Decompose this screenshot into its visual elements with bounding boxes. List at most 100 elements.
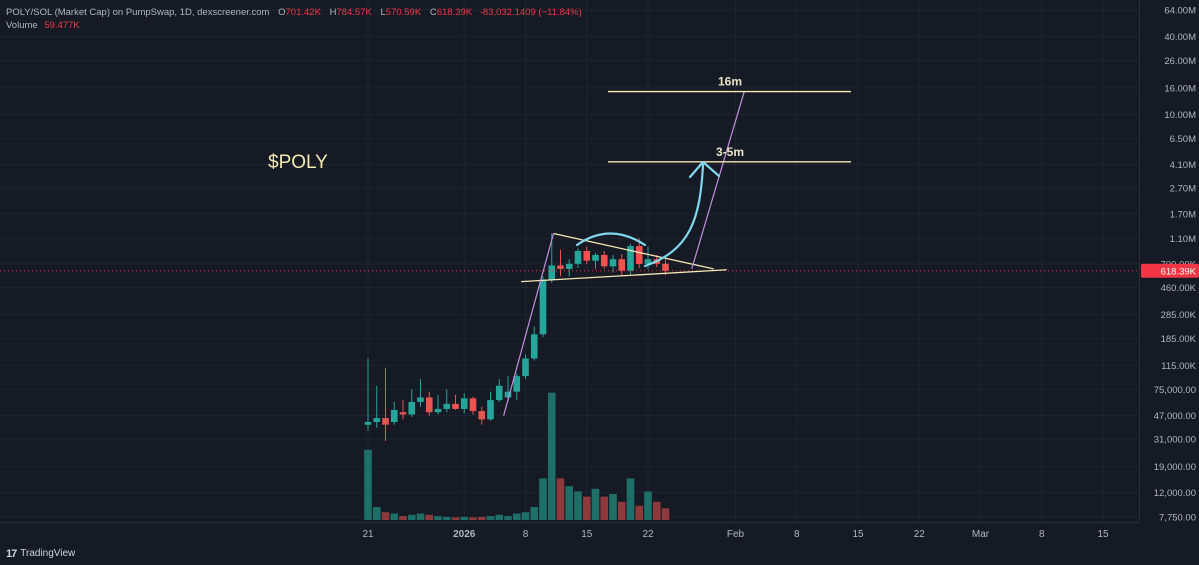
price-tick-label: 6.50M bbox=[1170, 134, 1196, 145]
candle-body bbox=[487, 400, 494, 420]
candle-body bbox=[469, 398, 477, 412]
time-tick-label: 8 bbox=[1039, 529, 1045, 540]
volume-bar bbox=[504, 516, 512, 520]
price-tick-label: 1.70M bbox=[1170, 209, 1196, 220]
volume-bar bbox=[469, 517, 477, 520]
volume-bar bbox=[644, 491, 652, 520]
candle-body bbox=[574, 250, 582, 264]
volume-bar bbox=[626, 478, 635, 520]
candle-body bbox=[495, 385, 503, 401]
legend-open-label: O bbox=[278, 7, 286, 18]
time-tick-label: Feb bbox=[727, 529, 745, 540]
volume-bar bbox=[364, 449, 372, 520]
price-tick-label: 4.10M bbox=[1170, 160, 1196, 171]
volume-bar bbox=[477, 516, 486, 520]
candle-body bbox=[478, 411, 486, 420]
price-tick-label: 115.00K bbox=[1161, 361, 1196, 372]
price-tick-label: 19,000.00 bbox=[1154, 462, 1196, 473]
candle-body bbox=[373, 418, 381, 422]
triangle-lower-trendline bbox=[521, 269, 727, 283]
legend-volume-label: Volume bbox=[6, 20, 38, 31]
candle-body bbox=[557, 265, 564, 269]
volume-bar bbox=[661, 508, 670, 520]
price-tick-label: 285.00K bbox=[1161, 310, 1197, 321]
volume-bar bbox=[451, 517, 460, 520]
projection-line bbox=[691, 91, 745, 270]
price-tick-label: 75,000.00 bbox=[1154, 385, 1196, 396]
candle-body bbox=[417, 397, 424, 402]
candle-body bbox=[627, 246, 634, 271]
legend-row-volume: Volume 59.477K bbox=[6, 19, 582, 32]
target-label-16m: 16m bbox=[718, 75, 742, 89]
candle-body bbox=[399, 412, 407, 415]
time-tick-label: 8 bbox=[794, 529, 800, 540]
volume-bar bbox=[556, 478, 565, 520]
time-tick-label: 8 bbox=[523, 529, 529, 540]
volume-bar bbox=[547, 392, 556, 520]
legend-symbol: POLY/SOL (Market Cap) on PumpSwap, 1D, d… bbox=[6, 7, 270, 18]
legend-low-value: 570.59K bbox=[385, 7, 422, 18]
legend-close-label: C bbox=[429, 7, 437, 18]
candle-body bbox=[443, 403, 451, 409]
time-tick-label: 15 bbox=[852, 529, 864, 540]
time-tick-label: 15 bbox=[1097, 529, 1109, 540]
pattern-arc bbox=[575, 232, 647, 247]
candle-body bbox=[644, 259, 652, 264]
time-tick-label: 21 bbox=[362, 529, 374, 540]
candle-body bbox=[390, 409, 398, 422]
legend-high-value: 784.57K bbox=[336, 7, 372, 18]
price-tick-label: 460.00K bbox=[1161, 283, 1197, 294]
time-tick-label: Mar bbox=[972, 529, 990, 540]
breakout-arrowhead bbox=[688, 160, 721, 179]
candle-body bbox=[522, 358, 529, 377]
price-tick-label: 26.00M bbox=[1164, 56, 1196, 67]
tradingview-logo-icon: 17 bbox=[6, 547, 17, 560]
candle-body bbox=[460, 398, 468, 409]
candle-body bbox=[548, 265, 556, 280]
chart-legend: POLY/SOL (Market Cap) on PumpSwap, 1D, d… bbox=[6, 6, 582, 32]
candle-body bbox=[364, 421, 372, 425]
chart-area[interactable]: 16m 3-5m $POLY POLY/SOL (Market Cap) on Pu… bbox=[0, 0, 1139, 522]
footer: 17 TradingView bbox=[0, 542, 1199, 565]
ticker-annotation: $POLY bbox=[268, 152, 328, 173]
candle-body bbox=[609, 259, 617, 267]
candle-body bbox=[513, 376, 521, 392]
legend-open-value: 701.42K bbox=[285, 7, 321, 18]
price-chart[interactable]: 16m 3-5m $POLY bbox=[0, 0, 1139, 522]
candle-body bbox=[382, 418, 389, 425]
time-axis[interactable]: 21 2026 8 15 22 Feb 8 15 22 Mar 8 15 bbox=[0, 522, 1139, 543]
volume-bar bbox=[434, 516, 442, 520]
current-price-label: 618.39K bbox=[1161, 266, 1197, 277]
volume-bar bbox=[442, 516, 451, 520]
volume-bar bbox=[617, 501, 626, 520]
price-tick-label: 185.00K bbox=[1161, 334, 1197, 345]
volume-bar bbox=[425, 514, 434, 520]
time-tick-label: 15 bbox=[581, 529, 593, 540]
swing-leg-line bbox=[503, 233, 555, 416]
price-tick-label: 2.70M bbox=[1170, 183, 1196, 194]
volume-bar bbox=[399, 516, 407, 520]
candle-body bbox=[504, 391, 512, 398]
tradingview-brand[interactable]: 17 TradingView bbox=[6, 548, 75, 560]
target-label-3-5m: 3-5m bbox=[716, 145, 744, 159]
volume-bar bbox=[460, 516, 469, 520]
volume-bar bbox=[565, 486, 574, 520]
volume-bar bbox=[582, 496, 591, 520]
volume-bar bbox=[652, 501, 661, 520]
volume-bar bbox=[591, 488, 600, 520]
legend-volume-value: 59.477K bbox=[44, 20, 80, 31]
candle-body bbox=[583, 250, 591, 261]
candle-body bbox=[635, 246, 643, 264]
time-axis-scale: 21 2026 8 15 22 Feb 8 15 22 Mar 8 15 bbox=[362, 529, 1109, 540]
candle-body bbox=[618, 259, 626, 271]
candle-body bbox=[530, 334, 538, 359]
volume-bar bbox=[372, 507, 381, 520]
candle-body bbox=[452, 403, 459, 409]
legend-high-label: H bbox=[329, 7, 337, 18]
price-axis[interactable]: 64.00M 40.00M 26.00M 16.00M 10.00M 6.50M 4.10M… bbox=[1139, 0, 1199, 524]
current-price-badge bbox=[1141, 263, 1199, 278]
volume-bar bbox=[539, 478, 547, 520]
legend-close-value: 618.39K bbox=[436, 7, 473, 18]
volume-bar bbox=[381, 512, 390, 520]
legend-change: -83,032.1409 (−11.84%) bbox=[479, 7, 582, 18]
